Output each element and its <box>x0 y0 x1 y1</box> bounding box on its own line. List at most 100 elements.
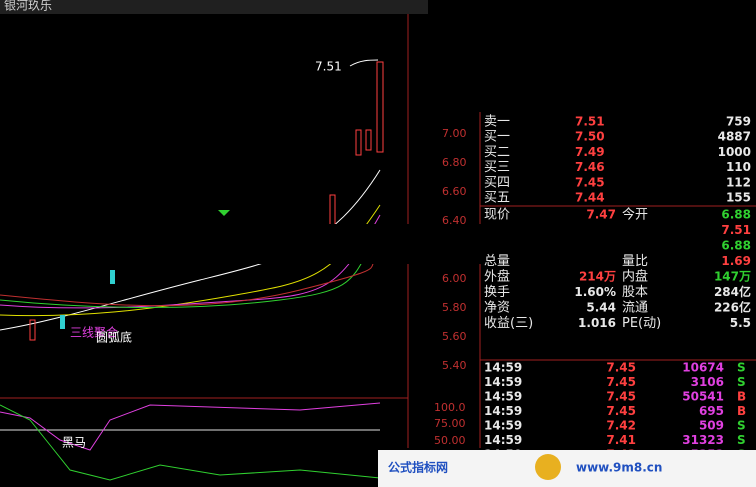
quote-value: 5.5 <box>730 316 751 330</box>
candle <box>29 319 36 341</box>
indicator-line <box>0 404 381 481</box>
title-bar <box>0 0 428 14</box>
book-volume: 110 <box>726 160 751 174</box>
price-axis-label: 6.40 <box>442 214 467 227</box>
quote-label: 流通 <box>622 301 648 316</box>
chart-annotation: 三线聚合 <box>70 325 118 340</box>
indicator-axis-label: 75.00 <box>434 417 466 430</box>
candle <box>365 129 372 151</box>
quote-label: 今开 <box>622 207 648 223</box>
stock-title: 银河玖乐 <box>4 0 52 13</box>
book-price: 7.51 <box>575 115 605 129</box>
indicator-line <box>0 402 381 451</box>
quote-label: 股本 <box>622 285 648 300</box>
book-label: 买一 <box>484 130 510 145</box>
quote-label: 总量 <box>484 254 510 269</box>
book-volume: 759 <box>726 115 751 129</box>
tick-volume: 695 <box>699 404 724 418</box>
mask <box>78 224 678 264</box>
quote-label: 净资 <box>484 301 510 316</box>
tick-time: 14:59 <box>484 419 522 433</box>
tick-side: S <box>737 375 746 389</box>
tick-side: B <box>737 390 746 404</box>
book-label: 买三 <box>484 160 510 175</box>
quote-value: 1.016 <box>578 316 616 330</box>
book-price: 7.44 <box>575 191 605 205</box>
candle <box>110 270 115 284</box>
book-price: 7.49 <box>575 145 605 159</box>
signal-arrow <box>218 210 230 216</box>
quote-value: 7.51 <box>721 223 751 237</box>
indicator-axis-label: 50.00 <box>434 434 466 447</box>
quote-value: 6.88 <box>721 239 751 253</box>
price-axis-label: 5.40 <box>442 359 467 372</box>
quote-label: 量比 <box>622 254 648 269</box>
banner-url: www.9m8.cn <box>576 461 662 475</box>
mask <box>428 0 756 112</box>
candle <box>60 315 65 329</box>
quote-value: 214万 <box>579 270 616 284</box>
book-volume: 4887 <box>718 130 751 144</box>
banner-text: 公式指标网 <box>388 460 448 475</box>
quote-value: 5.44 <box>586 301 616 315</box>
quote-value: 226亿 <box>714 300 751 315</box>
price-axis-label: 6.00 <box>442 272 467 285</box>
tick-time: 14:59 <box>484 361 522 375</box>
ma-line <box>0 229 381 308</box>
quote-value: 1.69 <box>721 254 751 268</box>
tick-time: 14:59 <box>484 433 522 447</box>
tick-volume: 50541 <box>682 390 724 404</box>
book-volume: 1000 <box>718 145 751 159</box>
price-annotation: 7.51 <box>315 60 342 74</box>
chart-annotation: 黑马 <box>62 436 86 450</box>
price-axis-label: 7.00 <box>442 127 467 140</box>
tick-price: 7.42 <box>606 419 636 433</box>
tick-price: 7.45 <box>606 390 636 404</box>
quote-label: 换手 <box>484 285 510 300</box>
candle <box>355 129 362 156</box>
tick-side: S <box>737 433 746 447</box>
book-label: 买五 <box>484 191 510 206</box>
book-label: 卖一 <box>484 115 510 130</box>
quote-label: 内盘 <box>622 269 648 285</box>
tick-volume: 31323 <box>682 433 724 447</box>
tick-time: 14:59 <box>484 404 522 418</box>
tick-side: B <box>737 404 746 418</box>
tick-side: S <box>737 419 746 433</box>
indicator <box>0 402 381 481</box>
tick-time: 14:59 <box>484 375 522 389</box>
tick-price: 7.45 <box>606 361 636 375</box>
quote-value: 147万 <box>714 270 751 284</box>
tick-volume: 10674 <box>682 361 724 375</box>
banner <box>378 450 756 487</box>
chart-annotation: 圆弧底 <box>96 330 132 345</box>
quote-value: 7.47 <box>586 208 616 222</box>
quote-label: 收益(三) <box>484 316 533 331</box>
tick-price: 7.45 <box>606 375 636 389</box>
tick-volume: 3106 <box>691 375 724 389</box>
quote-label: PE(动) <box>622 316 661 331</box>
pointer <box>349 59 379 67</box>
book-price: 7.45 <box>575 175 605 189</box>
book-price: 7.50 <box>575 130 605 144</box>
tick-volume: 509 <box>699 419 724 433</box>
book-label: 买二 <box>484 145 510 160</box>
price-axis-label: 6.60 <box>442 185 467 198</box>
tick-price: 7.41 <box>606 433 636 447</box>
price-axis-label: 5.60 <box>442 330 467 343</box>
indicator-axis-label: 100.0 <box>434 401 466 414</box>
price-axis-label: 6.80 <box>442 156 467 169</box>
ma-line <box>0 254 381 307</box>
quote-value: 6.88 <box>721 208 751 222</box>
quote-value: 1.60% <box>574 285 616 299</box>
book-volume: 155 <box>726 191 751 205</box>
candle <box>376 61 384 153</box>
book-volume: 112 <box>726 175 751 189</box>
quote-label: 外盘 <box>484 269 510 285</box>
book-label: 买四 <box>484 175 510 190</box>
book-price: 7.46 <box>575 160 605 174</box>
price-axis-label: 5.80 <box>442 301 467 314</box>
quote-value: 284亿 <box>714 284 751 299</box>
tick-time: 14:59 <box>484 390 522 404</box>
